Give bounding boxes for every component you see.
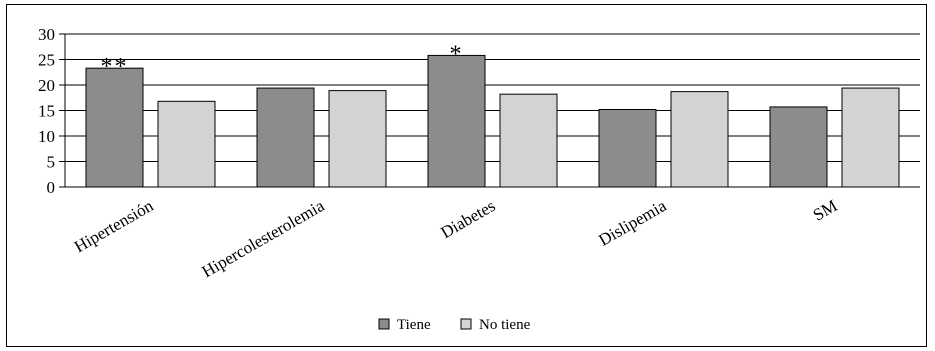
significance-marker: * [450, 41, 464, 67]
bar [499, 93, 558, 188]
legend-label: Tiene [397, 317, 431, 333]
x-tick-label: SM [810, 196, 841, 225]
significance-marker: ** [101, 54, 129, 80]
bar [85, 67, 144, 188]
y-tick-label: 0 [47, 178, 56, 197]
legend: Tiene No tiene [378, 317, 531, 333]
y-tick-label: 10 [38, 127, 55, 146]
bar [670, 91, 729, 188]
y-tick-labels: 0 5 10 15 20 25 30 [38, 25, 55, 197]
bar [598, 108, 657, 188]
bar [427, 54, 486, 188]
bar [769, 106, 828, 188]
bar [256, 87, 315, 188]
x-tick-label: Hipercolesterolemia [199, 196, 328, 282]
annotations: ** * [101, 41, 464, 80]
x-tick-label: Diabetes [437, 196, 498, 242]
legend-label: No tiene [479, 317, 531, 333]
axes [59, 33, 920, 188]
legend-swatch [460, 318, 472, 330]
x-tick-label: Hipertensión [71, 196, 157, 257]
bars [85, 54, 900, 188]
y-tick-label: 15 [38, 102, 55, 121]
x-tick-label: Dislipemia [595, 196, 669, 250]
y-tick-label: 5 [47, 153, 56, 172]
bar [328, 90, 387, 188]
y-tick-label: 30 [38, 25, 55, 44]
y-tick-label: 25 [38, 51, 55, 70]
bar [157, 100, 216, 188]
bar [841, 87, 900, 188]
legend-swatch [378, 318, 390, 330]
y-tick-label: 20 [38, 76, 55, 95]
x-tick-labels: Hipertensión Hipercolesterolemia Diabetes D… [71, 196, 841, 282]
